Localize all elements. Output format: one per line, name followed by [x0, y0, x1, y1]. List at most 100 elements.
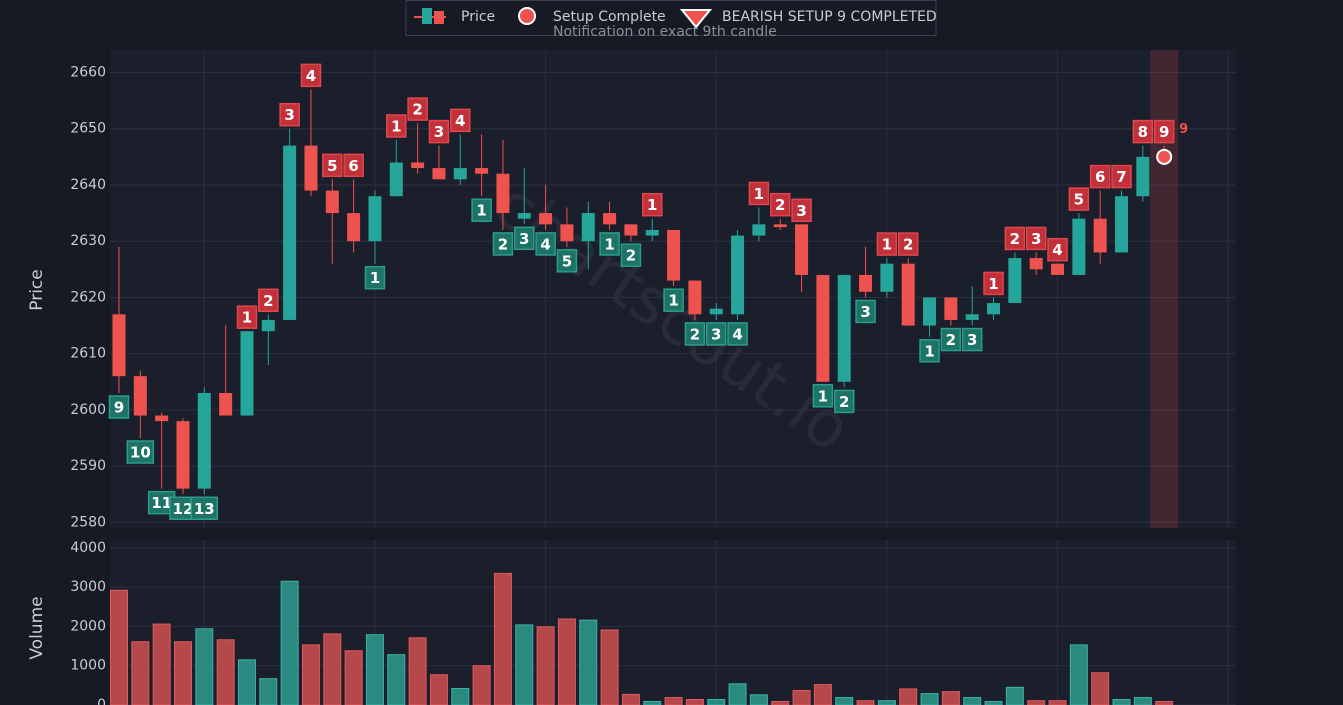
candle-body	[923, 297, 937, 326]
candle-body	[752, 224, 766, 236]
volume-bar	[579, 619, 598, 705]
td-label-box	[705, 322, 727, 346]
td-label-box	[876, 232, 898, 256]
legend-candle	[434, 11, 444, 24]
candle-body	[411, 162, 425, 169]
setup-marker	[1156, 148, 1173, 165]
td-label-box	[535, 232, 556, 256]
td-label-box	[258, 288, 279, 313]
td-label-box	[855, 299, 876, 324]
volume-bar	[493, 572, 512, 705]
volume-bar	[216, 639, 235, 705]
volume-bar	[728, 683, 747, 705]
volume-bar	[856, 700, 875, 705]
legend-marker	[518, 7, 536, 25]
volume-bar	[835, 697, 854, 705]
td-label-box	[190, 496, 219, 521]
td-label: 2	[775, 196, 785, 214]
td-label-box	[450, 108, 471, 133]
volume-tick-label: 1000	[70, 658, 106, 674]
td-label-box	[620, 243, 642, 267]
candle-body	[539, 213, 553, 225]
td-label-box	[471, 198, 492, 222]
td-label-box	[684, 322, 706, 346]
candle-body	[688, 280, 702, 315]
td-label: 2	[1010, 230, 1020, 248]
candle-body	[133, 376, 147, 416]
candle-body	[645, 229, 659, 236]
candle-body	[261, 319, 275, 332]
td-label: 2	[690, 325, 700, 343]
volume-bar	[259, 678, 278, 705]
volume-bar	[1091, 672, 1110, 705]
candle-body	[176, 421, 190, 489]
td-label: 3	[967, 331, 977, 349]
candle-body	[731, 235, 745, 315]
candle-body	[453, 168, 467, 180]
td-label: 5	[562, 252, 572, 270]
y-tick-label: 2590	[70, 458, 106, 474]
volume-bar	[963, 697, 982, 705]
td-label-box	[748, 181, 770, 206]
td-label: 7	[1116, 168, 1126, 186]
candle-body	[795, 224, 809, 275]
candle-body	[1115, 196, 1129, 253]
candle-body	[581, 213, 595, 242]
td-label-box	[556, 249, 578, 273]
candle-body	[667, 229, 681, 281]
candle-body	[283, 145, 297, 320]
volume-bar	[451, 688, 470, 705]
candle-body	[859, 274, 873, 292]
volume-bar	[621, 693, 640, 705]
td-label: 1	[668, 292, 678, 310]
td-label: 2	[946, 331, 956, 349]
volume-bar	[1005, 686, 1024, 705]
y-tick-label: 2650	[70, 121, 106, 137]
td-label-box	[386, 114, 407, 138]
candle-body	[517, 213, 531, 219]
legend-candle	[422, 8, 432, 24]
td-label: 3	[284, 106, 294, 124]
volume-bar	[600, 629, 619, 705]
legend-label: Price	[461, 9, 495, 25]
td-label-box	[1153, 119, 1175, 144]
candle-body	[1008, 258, 1022, 304]
td-label: 3	[860, 303, 870, 321]
td-label: 3	[1031, 230, 1041, 248]
td-label: 6	[348, 157, 358, 175]
td-label: 3	[434, 123, 444, 141]
td-label-box	[897, 232, 919, 256]
volume-bar	[1027, 700, 1046, 705]
td-label-box	[108, 395, 130, 419]
legend-subtitle: Notification on exact 9th candle	[553, 24, 777, 40]
volume-bar	[941, 691, 960, 705]
td-label: 1	[476, 202, 486, 220]
volume-bar	[1133, 697, 1152, 705]
td-label: 1	[242, 309, 252, 327]
td-label-box	[961, 327, 983, 352]
td-label: 5	[1074, 191, 1084, 209]
candle-body	[304, 145, 318, 191]
td-label-box	[812, 384, 834, 408]
candle-body	[197, 393, 211, 489]
volume-bar	[173, 641, 192, 705]
td-label: 13	[194, 500, 215, 518]
candle-body	[1072, 218, 1086, 275]
td-label-box	[919, 339, 940, 363]
td-label: 1	[882, 236, 892, 254]
candle-body	[987, 303, 1001, 315]
volume-bar	[557, 618, 576, 705]
td-label: 1	[754, 185, 764, 203]
candle-body	[219, 393, 233, 416]
volume-bar	[301, 644, 320, 705]
volume-bar	[643, 700, 662, 705]
volume-bar	[813, 684, 832, 705]
td-label: 3	[519, 230, 529, 248]
y-tick-label: 2640	[70, 177, 106, 193]
volume-bar	[515, 624, 534, 705]
td-label-box	[514, 226, 535, 251]
volume-panel	[110, 540, 1236, 705]
td-label-box	[126, 440, 155, 464]
volume-tick-label: 3000	[70, 579, 106, 595]
